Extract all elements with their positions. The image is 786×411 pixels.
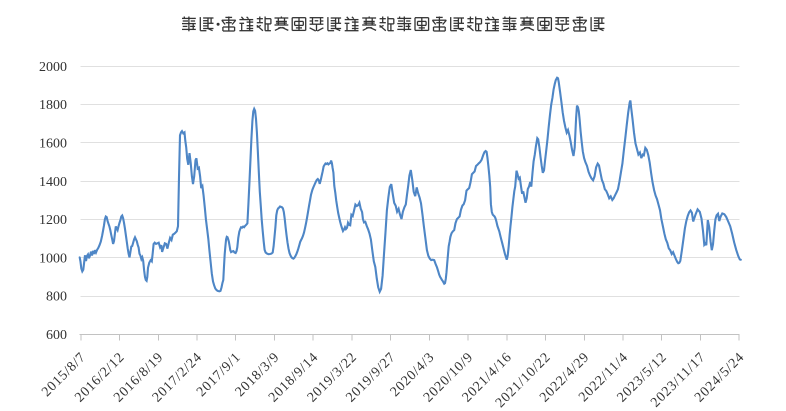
svg-text:1000: 1000 xyxy=(39,251,67,266)
svg-text:1800: 1800 xyxy=(39,98,67,113)
svg-text:600: 600 xyxy=(46,328,67,343)
svg-text:1200: 1200 xyxy=(39,213,67,228)
svg-text:2000: 2000 xyxy=(39,60,67,75)
svg-text:800: 800 xyxy=(46,290,67,305)
svg-text:1600: 1600 xyxy=(39,137,67,152)
svg-text:1400: 1400 xyxy=(39,175,67,190)
